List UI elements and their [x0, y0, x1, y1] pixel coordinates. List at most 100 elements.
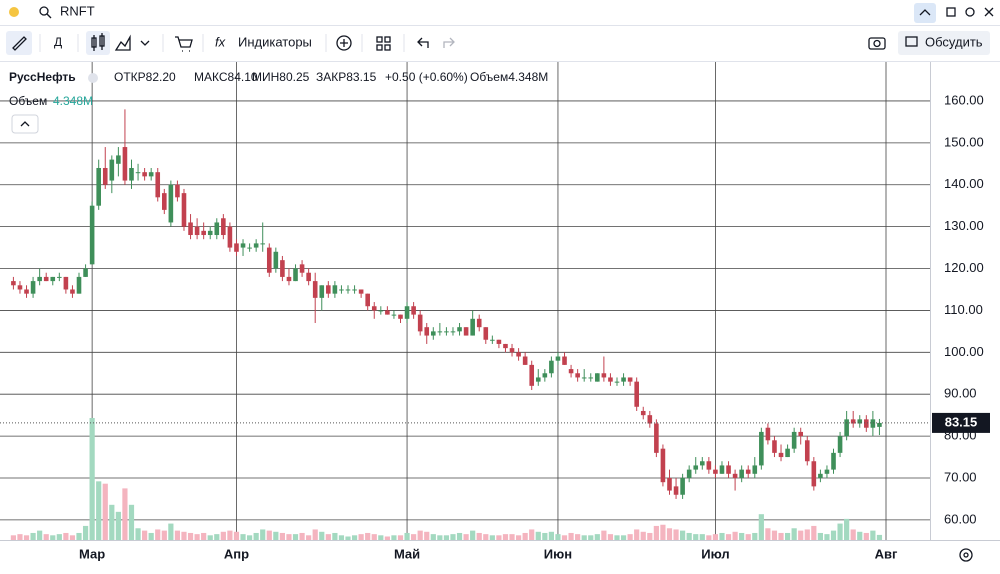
- period-button[interactable]: Д: [54, 35, 62, 49]
- discuss-button[interactable]: [898, 31, 990, 55]
- candle-body: [135, 172, 141, 174]
- candle-body: [575, 373, 580, 378]
- candle-body: [102, 167, 108, 185]
- candle-body: [404, 306, 410, 319]
- volume-bar: [384, 536, 390, 540]
- volume-bar: [870, 530, 876, 540]
- draw-button[interactable]: [6, 31, 32, 55]
- volume-bar: [371, 534, 377, 540]
- candle-body: [424, 327, 430, 336]
- volume-bar: [522, 532, 528, 540]
- candle-body: [260, 243, 266, 245]
- status-dot: [9, 7, 19, 17]
- collapse-button[interactable]: [914, 3, 936, 23]
- volume-bar: [601, 530, 607, 540]
- volume-bar: [850, 529, 856, 540]
- ticker[interactable]: RNFT: [60, 3, 95, 18]
- volume-bar: [634, 529, 640, 540]
- volume-bar: [824, 534, 830, 540]
- layout-icon[interactable]: [376, 36, 391, 51]
- y-tick-label: 160.00: [944, 92, 984, 107]
- add-icon[interactable]: [336, 35, 352, 51]
- axis-settings[interactable]: [959, 548, 973, 562]
- volume-bar: [817, 532, 823, 540]
- indicators-button[interactable]: Индикаторы: [238, 34, 312, 49]
- volume-bar: [102, 483, 108, 540]
- redo-icon[interactable]: [443, 37, 455, 48]
- candle-body: [555, 356, 561, 361]
- volume-bar: [273, 531, 279, 540]
- candle-body: [345, 289, 351, 291]
- candle-body: [326, 285, 331, 294]
- settings-button[interactable]: [965, 7, 975, 17]
- candle-body: [595, 373, 600, 382]
- volume-bar: [325, 534, 331, 540]
- candle-body: [116, 155, 121, 164]
- x-tick-label: Июн: [544, 546, 572, 561]
- candle-body: [286, 276, 292, 282]
- chart-type-menu[interactable]: [140, 40, 150, 46]
- undo-icon[interactable]: [417, 37, 429, 48]
- volume-bar: [286, 534, 292, 540]
- volume-bar: [725, 534, 732, 540]
- candle-body: [83, 268, 88, 277]
- candle-body: [798, 431, 804, 437]
- window-button[interactable]: [946, 7, 956, 17]
- instrument-name: РуссНефть: [9, 70, 76, 84]
- volume-bar: [299, 532, 305, 540]
- candle-body: [667, 477, 672, 491]
- candles-button[interactable]: [86, 31, 110, 55]
- candle-body: [608, 377, 613, 382]
- candle-body: [444, 331, 449, 333]
- compare-icon[interactable]: [175, 36, 193, 52]
- candle-body: [470, 318, 475, 336]
- candle-body: [50, 276, 56, 282]
- search-icon[interactable]: [39, 6, 52, 19]
- volume-bar: [588, 535, 594, 540]
- candle-body: [522, 356, 528, 365]
- candle-body: [240, 243, 246, 248]
- candle-body: [57, 276, 62, 278]
- candle-body: [877, 422, 882, 427]
- candle-body: [234, 243, 239, 252]
- candle-body: [207, 230, 213, 236]
- volume-bar: [233, 531, 240, 540]
- volume-bar: [581, 535, 587, 540]
- volume-bar: [417, 530, 423, 540]
- volume-bar: [260, 529, 266, 540]
- volume-bar: [56, 534, 62, 540]
- area-icon[interactable]: [114, 34, 131, 51]
- collapse-legend[interactable]: [11, 114, 39, 134]
- candle-body: [365, 293, 370, 307]
- volume-bar: [266, 530, 272, 540]
- volume-bar: [82, 525, 89, 540]
- candle-body: [319, 285, 325, 298]
- volume-bar: [673, 529, 679, 540]
- volume-bar: [424, 531, 430, 540]
- candle-body: [713, 469, 718, 474]
- close-button[interactable]: [984, 7, 994, 17]
- y-tick-label: 110.00: [944, 302, 983, 317]
- volume-bar: [483, 534, 489, 540]
- candle-body: [745, 469, 751, 474]
- grid: 60.0070.0080.0090.00100.00110.00120.0013…: [0, 62, 984, 561]
- volume-bar: [640, 531, 646, 540]
- volume-bar: [161, 530, 167, 540]
- candle-body: [706, 461, 712, 470]
- candle-body: [181, 193, 187, 227]
- candle-body: [188, 222, 193, 236]
- candle-body: [529, 364, 535, 386]
- candle-body: [791, 431, 797, 449]
- camera-icon[interactable]: [868, 37, 886, 50]
- volume-bar: [115, 511, 121, 540]
- x-tick-label: Май: [394, 546, 420, 561]
- volume-bar: [404, 532, 410, 540]
- candle-body: [339, 289, 344, 291]
- legend-toggle[interactable]: [88, 73, 98, 83]
- candle-body: [463, 327, 469, 336]
- candle-body: [542, 373, 548, 378]
- volume-bar: [246, 535, 253, 540]
- volume-bar: [430, 534, 436, 540]
- x-tick-label: Авг: [875, 546, 898, 561]
